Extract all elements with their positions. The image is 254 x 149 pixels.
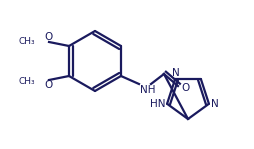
Text: NH: NH (140, 85, 155, 95)
Text: CH₃: CH₃ (18, 37, 35, 45)
Text: O: O (181, 83, 189, 93)
Text: O: O (44, 80, 52, 90)
Text: CH₃: CH₃ (18, 76, 35, 86)
Text: O: O (44, 31, 52, 42)
Text: N: N (211, 99, 219, 109)
Text: N: N (172, 68, 180, 78)
Text: HN: HN (150, 99, 165, 109)
